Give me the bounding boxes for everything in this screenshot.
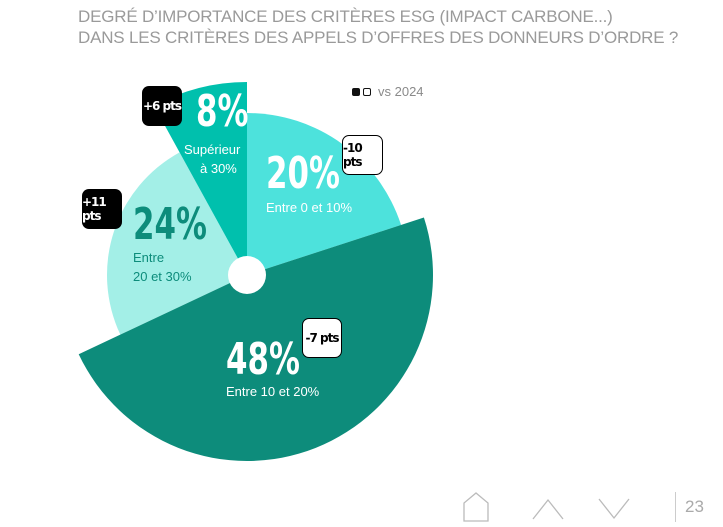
slice-48-value: 48% [226, 334, 300, 385]
footer-separator [675, 492, 676, 522]
previous-page-icon[interactable] [532, 498, 564, 520]
slice-48-change-badge: -7 pts [302, 318, 342, 358]
slice-24-wedge [107, 152, 248, 335]
pie-center-hole [228, 256, 266, 294]
slice-8-value: 8% [196, 86, 249, 137]
chart-title: DEGRÉ D’IMPORTANCE DES CRITÈRES ESG (IMP… [78, 6, 678, 48]
slice-24-category-line-1: Entre [133, 250, 165, 265]
slice-8-change-badge: +6 pts [142, 86, 182, 126]
legend-label: vs 2024 [378, 84, 424, 99]
slice-20-value: 20% [266, 148, 340, 199]
slice-24-value: 24% [133, 199, 207, 250]
slice-20-wedge [247, 113, 402, 275]
home-icon[interactable] [463, 492, 489, 522]
slice-48-category: Entre 10 et 20% [226, 384, 320, 399]
slice-8-wedge [154, 82, 247, 275]
slice-8-category-line-2: à 30% [200, 161, 237, 176]
slice-20-change-badge: -10 pts [342, 135, 383, 175]
title-line-2: DANS LES CRITÈRES DES APPELS D’OFFRES DE… [78, 28, 679, 47]
next-page-icon[interactable] [598, 498, 630, 520]
legend: vs 2024 [352, 84, 424, 99]
slice-48-wedge [78, 217, 434, 462]
slice-8-category-line-1: Supérieur [184, 142, 241, 157]
slice-24-category-line-2: 20 et 30% [133, 269, 192, 284]
legend-filled-square-icon [352, 87, 360, 96]
title-line-1: DEGRÉ D’IMPORTANCE DES CRITÈRES ESG (IMP… [78, 7, 613, 26]
legend-open-square-icon [363, 87, 371, 96]
page-number: 23 [685, 497, 704, 516]
slice-20-category: Entre 0 et 10% [266, 200, 352, 215]
slice-24-change-badge: +11 pts [82, 189, 122, 229]
